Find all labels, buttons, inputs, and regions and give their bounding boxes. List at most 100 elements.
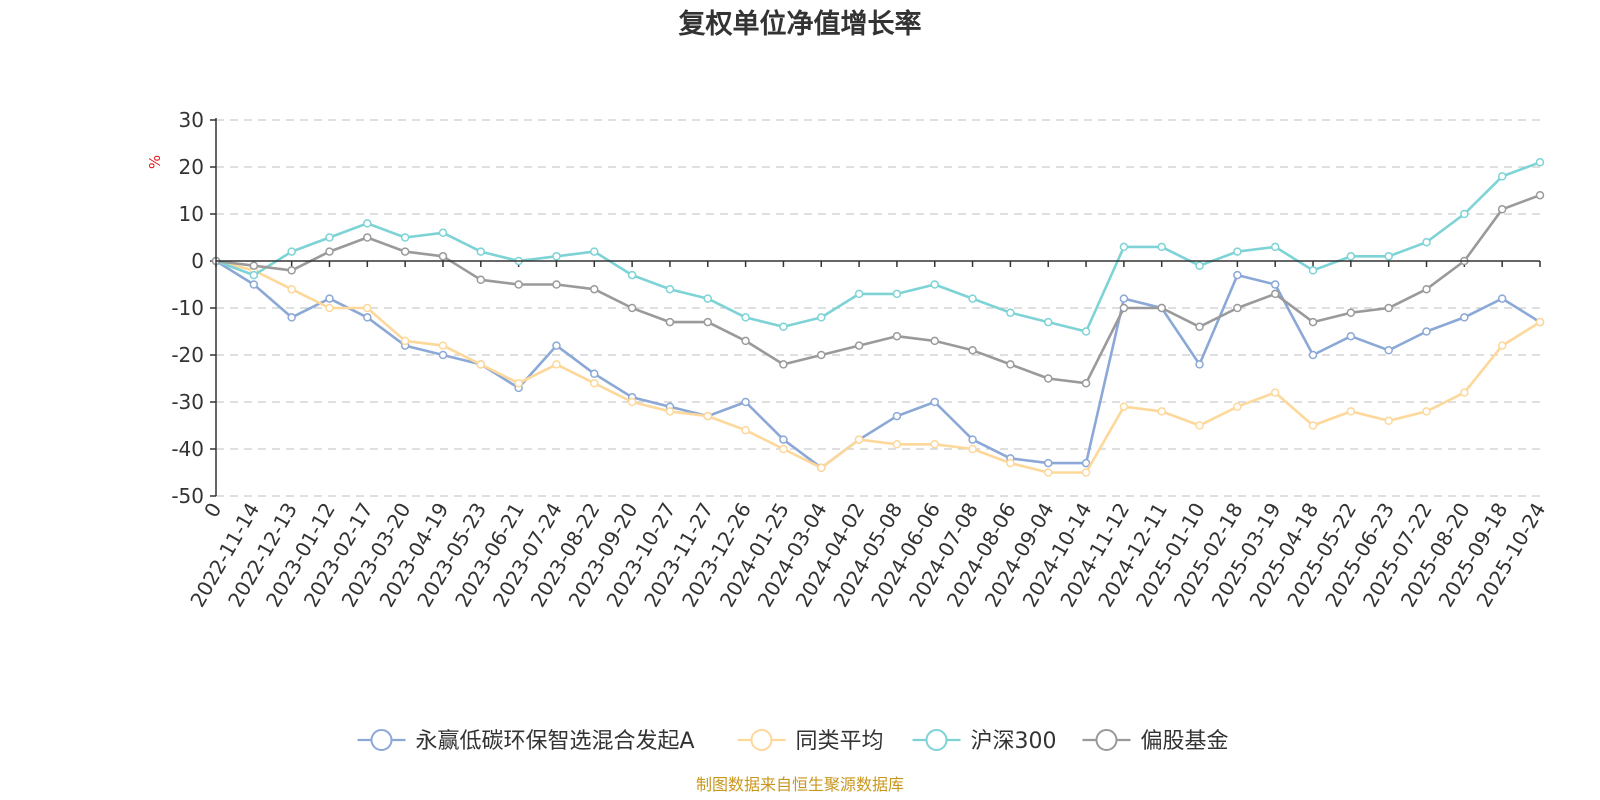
data-point [1119,402,1129,411]
series-line [214,161,1542,333]
legend-label: 偏股基金 [1141,729,1229,754]
data-point [325,247,334,256]
data-point [930,280,939,289]
data-point [892,440,902,449]
data-point [1384,252,1393,261]
data-point [438,341,448,350]
data-point [287,284,296,294]
legend-marker [925,729,948,751]
y-tick-label: 0 [191,249,204,273]
data-point [703,317,713,327]
data-point [968,444,977,454]
data-point [779,444,788,454]
data-point [363,219,372,228]
data-point [1233,402,1242,411]
data-point [1270,388,1280,397]
x-tick-label: 0 [199,499,226,522]
data-point [665,407,675,416]
data-point [930,440,939,449]
data-point [1006,308,1015,317]
data-point [741,336,750,346]
data-point [1384,416,1393,426]
legend-item-2[interactable]: 同类平均 [737,729,884,754]
data-point [552,280,561,289]
data-point [627,303,637,313]
data-point [968,294,977,303]
legend-item-4[interactable]: 偏股基金 [1082,729,1229,754]
data-point [1195,261,1204,270]
data-point [1081,468,1091,477]
data-point [1233,303,1242,313]
data-point [476,360,486,369]
y-tick-label: 20 [179,155,204,179]
data-point [325,294,334,303]
axes [215,118,1540,496]
data-point [1497,172,1507,181]
data-point [892,411,902,421]
data-point [363,303,372,313]
data-point [1308,317,1318,327]
series-line [214,259,1542,474]
y-tick-label: -20 [171,343,204,367]
data-point [1043,374,1053,383]
data-point [438,228,448,238]
series-4 [211,190,1545,388]
data-point [1195,360,1204,369]
data-point [590,284,599,294]
data-point [400,247,410,256]
data-point [741,397,750,407]
data-point [325,303,334,313]
data-point [1346,407,1356,416]
data-point [817,313,826,322]
data-point [1195,421,1204,430]
data-point [287,313,296,322]
data-point [1535,158,1545,167]
data-point [590,247,599,256]
data-point [1157,303,1166,313]
data-point [1043,458,1053,468]
series-2 [211,256,1545,477]
data-point [1308,350,1318,360]
data-point [1346,331,1356,341]
data-point [779,360,788,369]
data-point [1346,308,1356,317]
data-point [854,341,864,350]
data-point [1233,270,1242,280]
legend[interactable]: 永赢低碳环保智选混合发起A 同类平均 沪深300 偏股基金 [357,729,1229,754]
y-tick-label: 10 [179,202,204,226]
data-point [325,233,334,242]
series-1 [211,256,1545,473]
data-point [1157,242,1166,252]
legend-item-3[interactable]: 沪深300 [912,729,1057,754]
data-point [968,346,977,355]
data-point [1081,327,1091,336]
data-point [1460,388,1469,397]
series-line [214,193,1542,385]
legend-marker [370,729,393,751]
data-point [1157,407,1166,416]
data-point [1460,313,1469,322]
data-point [1535,317,1545,327]
legend-item-1[interactable]: 永赢低碳环保智选混合发起A [357,729,695,754]
data-point [590,378,599,388]
legend-label: 同类平均 [796,729,884,754]
y-tick-label: -50 [171,484,204,508]
data-point [287,247,296,256]
data-point [1497,205,1507,214]
legend-label: 永赢低碳环保智选混合发起A [416,729,695,754]
data-point [1233,247,1242,256]
legend-marker [1095,729,1118,751]
data-point [854,289,864,299]
data-point [1195,322,1204,332]
data-point [627,270,637,280]
data-point [703,294,713,303]
data-point [892,289,902,299]
data-point [438,350,448,360]
data-point [779,322,788,332]
data-point [1081,378,1091,388]
data-point [1043,317,1053,327]
data-point [968,435,977,444]
data-point [552,341,561,350]
data-point [1422,407,1431,416]
